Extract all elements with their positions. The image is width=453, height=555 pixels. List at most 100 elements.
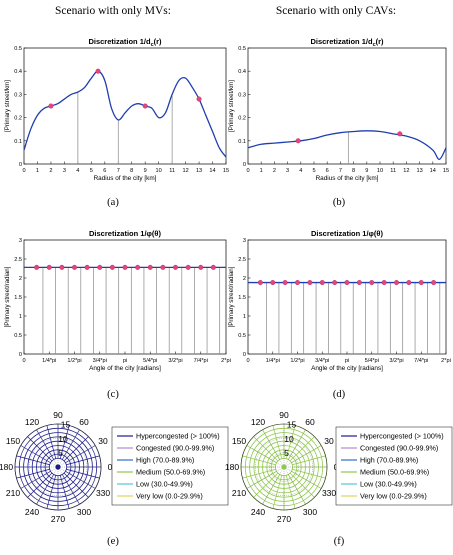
y-tick-label: 0 (243, 162, 246, 168)
x-axis-label: Angle of the city [radians] (89, 365, 161, 372)
legend-entry: Hypercongested (> 100%) (136, 432, 220, 441)
x-tick-label: 11 (390, 168, 396, 174)
y-tick-label: 2.5 (238, 257, 246, 263)
network-spoke (272, 475, 283, 509)
angle-tick-label: 30 (98, 436, 108, 446)
data-point (394, 280, 400, 286)
legend-entry: Very low (0.0-29.9%) (360, 492, 427, 501)
legend-entry: High (70.0-89.9%) (136, 456, 194, 465)
data-point (95, 68, 101, 74)
legend-entry: Low (30.0-49.9%) (360, 480, 417, 489)
y-axis-label: [Primary street/radian] (228, 266, 235, 327)
network-spoke (292, 468, 326, 479)
data-point (431, 280, 437, 286)
radial-tick-label: 10 (58, 434, 68, 444)
data-point (147, 264, 153, 270)
radial-tick-label: 10 (284, 434, 294, 444)
panel-a: Discretization 1/dc(r)0 1 2 3 4 5 6 7 8 9 10 11 12 13… (4, 37, 229, 182)
data-point (319, 280, 325, 286)
panel-e: 0 30 60 90 120 150 180 210 240 270 300 330 5 10 15 Hype… (0, 410, 229, 524)
angle-tick-label: 270 (51, 514, 65, 524)
data-point (97, 264, 103, 270)
x-axis-label: Radius of the city [km] (94, 175, 157, 182)
data-point (142, 103, 148, 109)
x-tick-label: 6 (103, 168, 106, 174)
density-curve (23, 70, 227, 158)
x-tick-label: 13 (416, 168, 422, 174)
data-point (332, 280, 338, 286)
x-tick-label: 7/4*pi (194, 358, 208, 364)
panel-c: Discretization 1/φ(θ) 0 1/4*pi 1/2*pi 3/4*pi… (4, 229, 231, 372)
angle-tick-label: 30 (324, 436, 334, 446)
axes-frame (23, 47, 227, 165)
axes-frame (247, 239, 447, 355)
data-point (356, 280, 362, 286)
y-tick-label: 0.2 (238, 116, 246, 122)
panel-letter-b: (b) (333, 197, 346, 208)
data-point (270, 280, 276, 286)
x-tick-label: 0 (246, 358, 249, 364)
data-point (59, 264, 65, 270)
y-tick-label: 3 (19, 238, 22, 244)
right-column-title: Scenario with only CAVs: (276, 5, 396, 17)
network-spoke (289, 472, 315, 498)
y-tick-label: 1.5 (238, 295, 246, 301)
data-point (71, 264, 77, 270)
left-column-title: Scenario with only MVs: (55, 5, 171, 17)
data-point (381, 280, 387, 286)
angle-tick-label: 300 (77, 507, 91, 517)
charts-layer: Discretization 1/dc(r)0 1 2 3 4 5 6 7 8 9 10 11 12 13… (0, 37, 453, 524)
x-tick-label: 3/2*pi (389, 358, 403, 364)
x-tick-label: 10 (377, 168, 383, 174)
x-tick-label: 5/4*pi (143, 358, 157, 364)
y-axis-label: [Primary street/radian] (4, 266, 11, 327)
network-spoke (66, 455, 100, 466)
data-point (34, 264, 40, 270)
y-tick-label: 0.2 (14, 116, 22, 122)
legend-entry: Congested (90.0-99.9%) (136, 444, 214, 453)
data-point (295, 280, 301, 286)
angle-tick-label: 330 (322, 488, 336, 498)
network-spoke (292, 455, 326, 466)
y-axis-label: [Primary street/km] (4, 80, 11, 132)
x-tick-label: 1 (36, 168, 39, 174)
data-point (282, 280, 288, 286)
panel-letter-a: (a) (107, 197, 119, 208)
chart-title: Discretization 1/dc(r) (310, 37, 384, 48)
network-spoke (16, 455, 50, 466)
data-point (160, 264, 166, 270)
y-tick-label: 0 (243, 352, 246, 358)
radial-tick-label: 15 (61, 420, 71, 430)
x-tick-label: 5 (90, 168, 93, 174)
network-spoke (27, 436, 53, 462)
angle-tick-label: 240 (25, 507, 39, 517)
network-spoke (272, 425, 283, 459)
angle-tick-label: 270 (277, 514, 291, 524)
legend-entry: Congested (90.0-99.9%) (360, 444, 438, 453)
panel-letter-e: (e) (107, 536, 119, 547)
x-tick-label: 1/2*pi (67, 358, 81, 364)
angle-tick-label: 90 (279, 410, 289, 420)
network-spoke (242, 468, 276, 479)
y-tick-label: 1 (19, 314, 22, 320)
y-tick-label: 2 (19, 276, 22, 282)
data-point (122, 264, 128, 270)
panel-letter-d: (d) (333, 389, 346, 400)
axes-frame (247, 47, 447, 165)
data-point (135, 264, 141, 270)
x-tick-label: 3/4*pi (93, 358, 107, 364)
network-spoke (27, 472, 53, 498)
x-tick-label: 5 (312, 168, 315, 174)
y-tick-label: 0.5 (238, 46, 246, 52)
data-point (185, 264, 191, 270)
network-spoke (285, 475, 296, 509)
radial-tick-label: 15 (287, 420, 297, 430)
radial-tick-label: 5 (284, 448, 289, 458)
data-point (198, 264, 204, 270)
x-tick-label: 2 (273, 168, 276, 174)
x-tick-label: 4 (76, 168, 79, 174)
y-tick-label: 0 (19, 162, 22, 168)
angle-tick-label: 210 (232, 488, 246, 498)
x-tick-label: 1/4*pi (266, 358, 280, 364)
